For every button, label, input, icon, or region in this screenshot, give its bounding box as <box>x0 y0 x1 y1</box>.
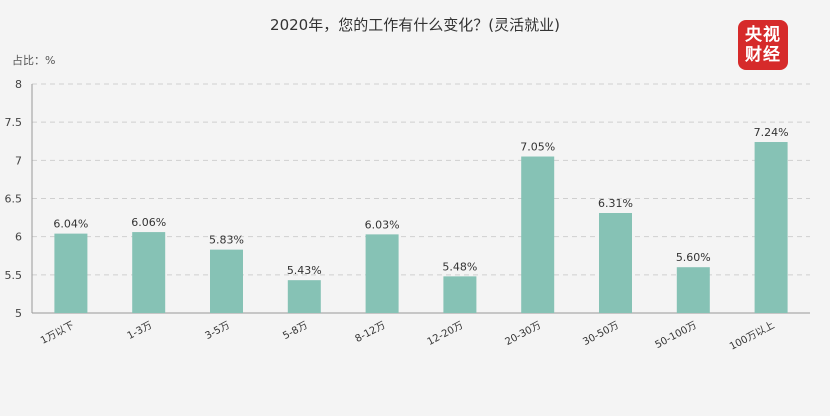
data-label: 5.48% <box>442 260 477 273</box>
x-tick-label: 30-50万 <box>581 320 621 348</box>
logo-line-1: 央视 <box>745 25 781 45</box>
bar <box>676 267 710 313</box>
bar <box>210 249 243 313</box>
data-label: 6.04% <box>53 218 88 231</box>
x-tick-label: 8-12万 <box>353 320 387 345</box>
x-tick-label: 12-20万 <box>426 320 466 348</box>
bar <box>54 233 88 313</box>
x-tick-label: 1万以下 <box>39 320 76 347</box>
bar <box>287 280 321 313</box>
bar <box>599 213 632 313</box>
x-tick-label: 50-100万 <box>653 320 698 351</box>
y-tick-label: 5.5 <box>5 269 23 282</box>
bar <box>754 142 788 313</box>
x-tick-label: 100万以上 <box>728 319 777 353</box>
x-tick-label: 5-8万 <box>281 320 309 342</box>
y-tick-label: 7 <box>15 154 22 167</box>
y-tick-label: 5 <box>15 307 22 320</box>
bar <box>365 234 399 313</box>
x-tick-label: 1-3万 <box>126 320 154 342</box>
data-label: 7.05% <box>520 141 555 154</box>
logo-line-2: 财经 <box>745 45 781 65</box>
data-label: 5.60% <box>676 251 711 264</box>
y-axis-unit-label: 占比：% <box>12 54 56 67</box>
bar <box>443 276 477 313</box>
data-label: 6.31% <box>598 197 633 210</box>
data-label: 5.43% <box>287 264 322 277</box>
data-label: 6.06% <box>131 216 166 229</box>
x-tick-label: 3-5万 <box>203 320 231 342</box>
y-tick-label: 6 <box>15 231 22 244</box>
data-label: 5.83% <box>209 234 244 247</box>
data-label: 7.24% <box>754 126 789 139</box>
bar <box>132 232 166 313</box>
y-tick-label: 7.5 <box>5 116 23 129</box>
bar <box>521 156 555 313</box>
y-tick-label: 8 <box>15 78 22 91</box>
data-label: 6.03% <box>365 218 400 231</box>
chart-title: 2020年，您的工作有什么变化？(灵活就业) <box>270 16 560 34</box>
cctv-finance-logo: 央视 财经 <box>738 20 788 70</box>
x-tick-label: 20-30万 <box>503 320 543 348</box>
y-tick-label: 6.5 <box>5 193 23 206</box>
